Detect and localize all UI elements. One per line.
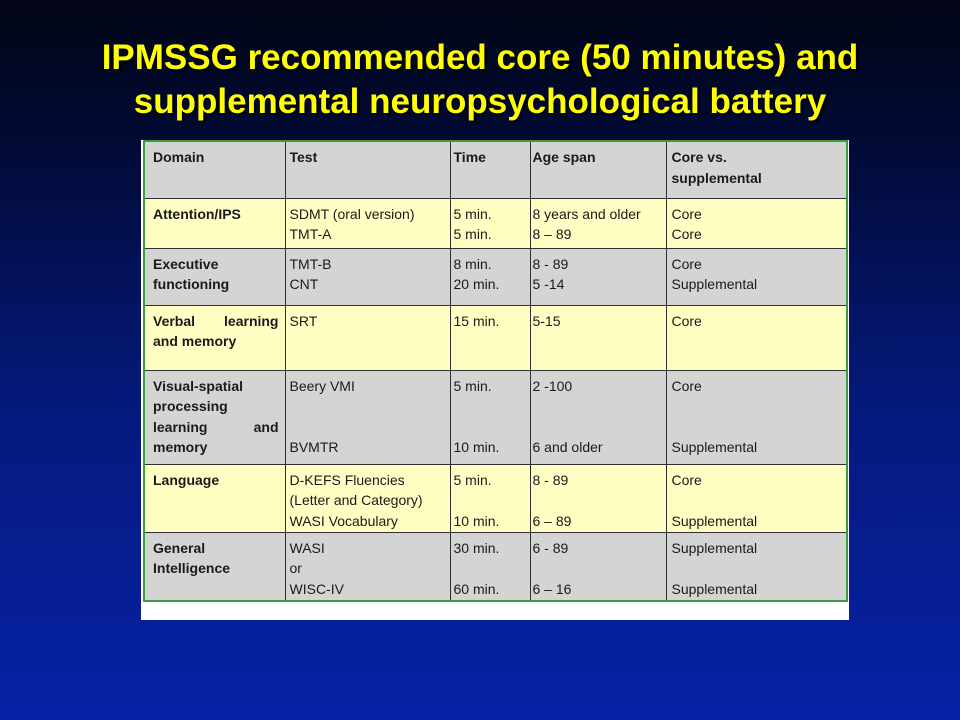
header-test: Test [284,140,451,199]
core-cell: Core [665,304,848,371]
table-row: Attention/IPS SDMT (oral version) TMT-A … [143,197,848,249]
time-cell: 5 min. 5 min. [449,197,531,249]
domain-cell: Visual-spatial processing learning and m… [143,369,286,465]
test-cell: D-KEFS Fluencies (Letter and Category) W… [284,463,451,533]
core-cell: Core Supplemental [665,369,848,465]
test-cell: SRT [284,304,451,371]
time-cell: 8 min. 20 min. [449,247,531,306]
test-cell: WASI or WISC-IV [284,531,451,601]
domain-cell: Attention/IPS [143,197,286,249]
title-line-1: IPMSSG recommended core (50 minutes) and [101,38,859,77]
time-cell: 15 min. [449,304,531,371]
time-cell: 5 min. 10 min. [449,369,531,465]
table-row: Language D-KEFS Fluencies (Letter and Ca… [143,463,848,533]
table-card: Domain Test Time Age span Core vs. suppl… [141,140,849,620]
age-cell: 8 - 89 5 -14 [529,247,667,306]
age-cell: 5-15 [529,304,667,371]
core-cell: Supplemental Supplemental [665,531,848,601]
table-row: Executive functioning TMT-B CNT 8 min. 2… [143,247,848,306]
domain-cell: General Intelligence [143,531,286,601]
header-domain: Domain [143,140,286,199]
core-cell: Core Core [665,197,848,249]
age-cell: 6 - 89 6 – 16 [529,531,667,601]
table-row: Visual-spatial processing learning and m… [143,369,848,465]
table-header-row: Domain Test Time Age span Core vs. suppl… [143,140,848,199]
domain-cell: Language [143,463,286,533]
age-cell: 8 years and older 8 – 89 [529,197,667,249]
test-cell: TMT-B CNT [284,247,451,306]
core-cell: Core Supplemental [665,247,848,306]
table-row: General Intelligence WASI or WISC-IV 30 … [143,531,848,601]
age-cell: 8 - 89 6 – 89 [529,463,667,533]
age-cell: 2 -100 6 and older [529,369,667,465]
core-cell: Core Supplemental [665,463,848,533]
time-cell: 5 min. 10 min. [449,463,531,533]
slide-title: IPMSSG recommended core (50 minutes) and… [0,36,960,124]
test-cell: Beery VMI BVMTR [284,369,451,465]
title-line-2: supplemental neuropsychological battery [133,82,827,121]
table-row: Verbal learning and memory SRT 15 min. 5… [143,304,848,371]
domain-cell: Executive functioning [143,247,286,306]
domain-cell: Verbal learning and memory [143,304,286,371]
time-cell: 30 min. 60 min. [449,531,531,601]
header-time: Time [449,140,531,199]
test-cell: SDMT (oral version) TMT-A [284,197,451,249]
battery-table: Domain Test Time Age span Core vs. suppl… [143,140,848,602]
header-core-vs-supplemental: Core vs. supplemental [665,140,848,199]
header-age-span: Age span [529,140,667,199]
